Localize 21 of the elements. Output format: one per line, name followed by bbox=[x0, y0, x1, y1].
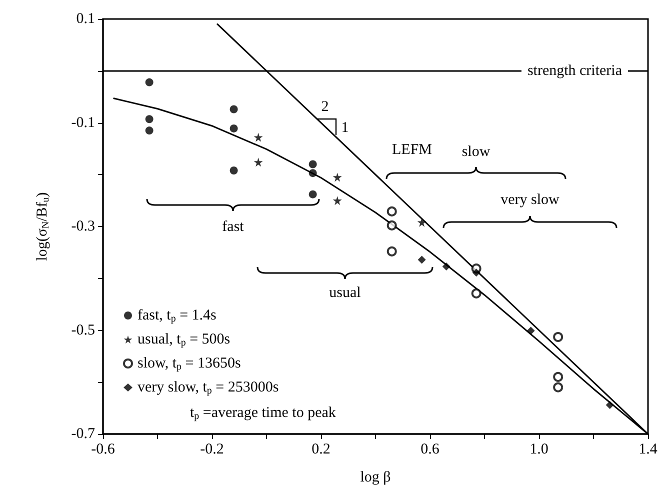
annotation: very slow bbox=[500, 192, 560, 208]
ref-line-label: strength criteria bbox=[527, 62, 622, 79]
x-tick-label: 0.2 bbox=[312, 442, 330, 458]
x-tick-label: -0.2 bbox=[200, 442, 224, 458]
annotation: usual bbox=[329, 285, 361, 301]
y-tick-label: -0.1 bbox=[71, 114, 95, 131]
annotation: 2 bbox=[321, 99, 329, 115]
x-tick-label: 0.6 bbox=[420, 442, 440, 458]
annotation: 1 bbox=[341, 120, 349, 136]
x-tick-label: -0.6 bbox=[91, 442, 116, 458]
x-tick-label: 1.4 bbox=[638, 442, 658, 458]
y-tick-label: -0.5 bbox=[71, 322, 95, 338]
x-axis-title: log β bbox=[360, 470, 391, 486]
y-tick-label: -0.7 bbox=[71, 426, 96, 442]
annotation: LEFM bbox=[392, 142, 432, 158]
x-tick-label: 1.0 bbox=[530, 442, 548, 458]
y-tick-label: 0.1 bbox=[76, 11, 95, 27]
annotation: slow bbox=[462, 144, 490, 160]
annotation: fast bbox=[222, 219, 245, 235]
y-tick-label: -0.3 bbox=[71, 218, 95, 234]
y-axis-title: log(σN/Bfu) bbox=[34, 192, 52, 261]
